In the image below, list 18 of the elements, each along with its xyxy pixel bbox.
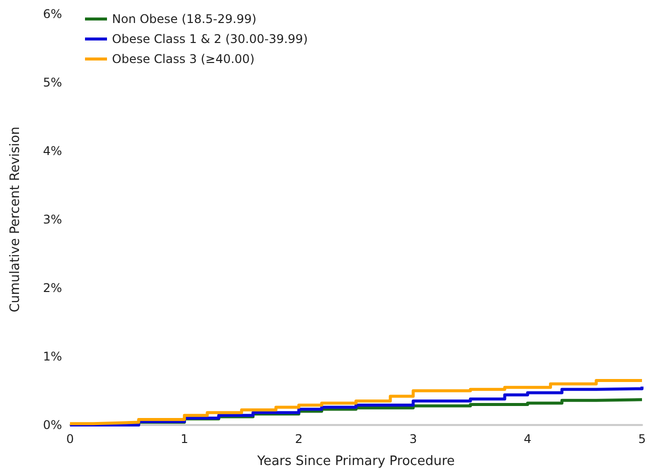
y-tick-label: 6% (42, 7, 62, 21)
legend-label: Obese Class 1 & 2 (30.00-39.99) (112, 32, 308, 46)
x-tick-label: 0 (66, 432, 74, 446)
legend-label: Obese Class 3 (≥40.00) (112, 52, 254, 66)
y-tick-label: 4% (42, 144, 62, 158)
y-tick-label: 0% (42, 418, 62, 432)
legend-label: Non Obese (18.5-29.99) (112, 12, 256, 26)
x-axis-title: Years Since Primary Procedure (256, 454, 455, 469)
x-tick-label: 3 (409, 432, 418, 446)
y-tick-label: 5% (42, 76, 62, 90)
y-tick-label: 2% (42, 281, 62, 295)
y-tick-label: 1% (42, 350, 62, 364)
x-tick-label: 5 (638, 432, 646, 446)
x-tick-label: 2 (294, 432, 303, 446)
x-tick-label: 4 (524, 432, 532, 446)
y-tick-label: 3% (42, 212, 62, 226)
y-axis-title: Cumulative Percent Revision (8, 126, 23, 312)
x-tick-label: 1 (180, 432, 188, 446)
